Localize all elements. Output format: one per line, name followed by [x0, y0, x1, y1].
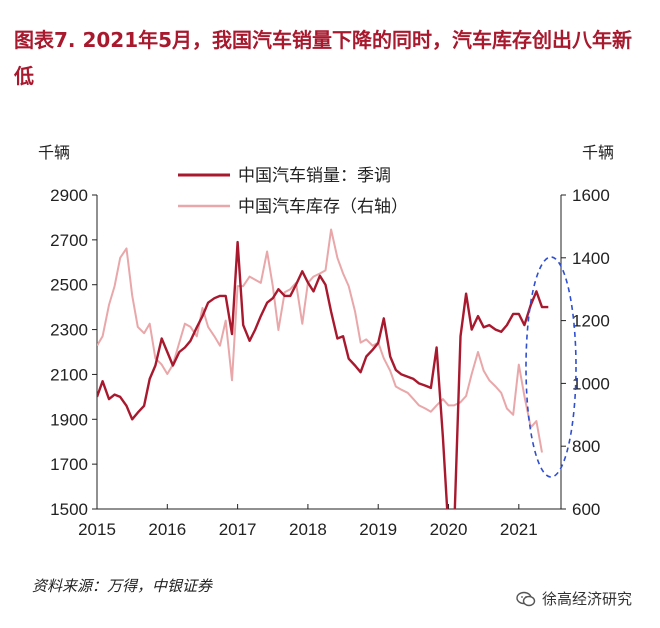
watermark: 徐高经济研究: [516, 588, 632, 609]
left-y-axis: 1500 1700 1900 2100 2300 2500 2700 2900 千辆: [38, 143, 97, 519]
inventory-series-line: [97, 228, 543, 453]
x-tick-label: 2021: [500, 520, 538, 539]
left-tick-label: 2300: [50, 321, 88, 340]
right-tick-label: 800: [572, 437, 600, 456]
x-tick-label: 2017: [219, 520, 257, 539]
x-axis: 2015 2016 2017 2018 2019 2020 2021: [78, 504, 538, 539]
left-tick-label: 1900: [50, 410, 88, 429]
legend-label: 中国汽车库存（右轴）: [238, 197, 408, 217]
x-tick-label: 2016: [148, 520, 186, 539]
x-tick-label: 2018: [289, 520, 327, 539]
right-tick-label: 1400: [572, 249, 610, 268]
wechat-icon: [516, 591, 536, 606]
series-lines: [97, 228, 549, 509]
right-y-axis: 600 800 1000 1200 1400 1600 千辆: [561, 143, 614, 519]
right-tick-label: 1000: [572, 374, 610, 393]
right-tick-label: 1200: [572, 312, 610, 331]
highlight-ellipse: [525, 256, 577, 478]
x-tick-label: 2015: [78, 520, 116, 539]
right-tick-label: 1600: [572, 186, 610, 205]
left-tick-label: 2700: [50, 231, 88, 250]
sales-series-line: [97, 240, 549, 509]
plot-frame: [96, 195, 562, 510]
left-unit-label: 千辆: [38, 143, 70, 162]
right-tick-label: 600: [572, 500, 600, 519]
left-tick-label: 2500: [50, 276, 88, 295]
left-tick-label: 2900: [50, 186, 88, 205]
highlight-annotation: [525, 256, 577, 478]
source-note: 资料来源：万得，中银证券: [32, 577, 213, 595]
left-tick-label: 1500: [50, 500, 88, 519]
figure-title: 图表7. 2021年5月，我国汽车销量下降的同时，汽车库存创出八年新低: [14, 28, 633, 88]
left-tick-label: 1700: [50, 455, 88, 474]
right-unit-label: 千辆: [582, 143, 614, 162]
left-tick-label: 2100: [50, 365, 88, 384]
x-tick-label: 2020: [430, 520, 468, 539]
watermark-text: 徐高经济研究: [542, 590, 633, 608]
x-tick-label: 2019: [359, 520, 397, 539]
legend-label: 中国汽车销量：季调: [238, 166, 391, 186]
